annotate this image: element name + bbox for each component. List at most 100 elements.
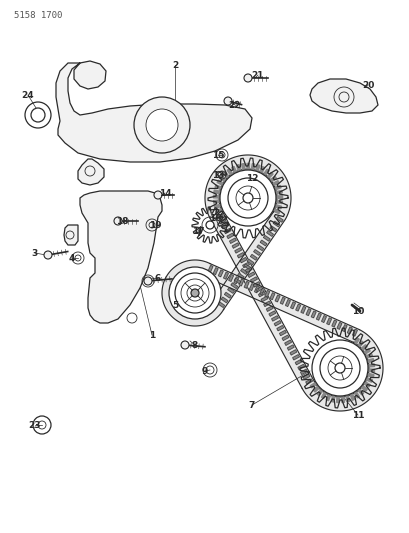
Polygon shape [276, 190, 281, 194]
Polygon shape [187, 269, 191, 275]
Polygon shape [271, 316, 278, 321]
Polygon shape [243, 264, 250, 270]
Polygon shape [178, 273, 183, 279]
Polygon shape [357, 341, 363, 347]
Text: 13: 13 [211, 171, 224, 180]
Text: 11: 11 [351, 410, 363, 419]
Text: 18: 18 [115, 216, 128, 225]
Polygon shape [196, 269, 200, 274]
Polygon shape [276, 196, 282, 198]
Polygon shape [266, 231, 273, 236]
Circle shape [220, 170, 275, 226]
Polygon shape [305, 379, 312, 384]
Polygon shape [341, 397, 344, 402]
Polygon shape [80, 191, 162, 323]
Polygon shape [353, 392, 359, 398]
Polygon shape [192, 269, 195, 274]
Polygon shape [297, 365, 304, 369]
Polygon shape [274, 321, 280, 326]
Polygon shape [231, 243, 238, 248]
Polygon shape [301, 330, 382, 411]
Polygon shape [213, 195, 218, 198]
Polygon shape [218, 302, 224, 308]
Polygon shape [246, 164, 249, 169]
Polygon shape [264, 290, 269, 297]
Polygon shape [321, 316, 326, 322]
Text: 6: 6 [155, 273, 161, 282]
Text: 21: 21 [251, 70, 264, 79]
Polygon shape [234, 278, 240, 284]
Polygon shape [253, 282, 259, 287]
Circle shape [31, 108, 45, 122]
Text: 5158 1700: 5158 1700 [14, 11, 62, 20]
Polygon shape [273, 209, 279, 214]
Polygon shape [174, 303, 180, 308]
Text: 8: 8 [191, 341, 198, 350]
Polygon shape [203, 309, 208, 315]
Polygon shape [171, 299, 178, 304]
Polygon shape [207, 306, 212, 312]
Circle shape [144, 277, 152, 285]
Polygon shape [213, 268, 218, 274]
Polygon shape [280, 297, 284, 304]
Polygon shape [231, 166, 236, 173]
Polygon shape [247, 272, 254, 277]
Polygon shape [210, 212, 314, 389]
Polygon shape [211, 212, 285, 310]
Polygon shape [221, 297, 227, 303]
Polygon shape [310, 383, 316, 388]
Polygon shape [363, 349, 369, 354]
Polygon shape [224, 293, 231, 298]
Polygon shape [238, 279, 243, 286]
Polygon shape [162, 260, 223, 326]
Polygon shape [300, 306, 305, 313]
Circle shape [169, 267, 220, 319]
Polygon shape [275, 205, 281, 209]
Polygon shape [177, 306, 182, 312]
Polygon shape [216, 214, 222, 219]
Polygon shape [331, 320, 336, 327]
Polygon shape [284, 340, 291, 345]
Circle shape [44, 251, 52, 259]
Polygon shape [360, 386, 366, 391]
Polygon shape [250, 277, 257, 282]
Polygon shape [216, 208, 222, 213]
Polygon shape [365, 353, 371, 358]
Polygon shape [274, 185, 281, 190]
Polygon shape [247, 259, 253, 265]
Text: 1: 1 [148, 330, 155, 340]
Text: 22: 22 [228, 101, 240, 109]
Text: 24: 24 [22, 91, 34, 100]
Polygon shape [237, 273, 243, 279]
Polygon shape [175, 277, 180, 282]
Polygon shape [260, 240, 266, 246]
Polygon shape [263, 301, 270, 306]
Circle shape [134, 97, 189, 153]
Polygon shape [214, 205, 220, 208]
Polygon shape [368, 364, 374, 367]
Polygon shape [237, 253, 244, 258]
Polygon shape [349, 394, 354, 400]
Polygon shape [213, 200, 219, 203]
Polygon shape [78, 159, 104, 185]
Polygon shape [213, 190, 219, 193]
Circle shape [146, 109, 178, 141]
Text: 7: 7 [248, 400, 254, 409]
Text: 14: 14 [158, 189, 171, 198]
Polygon shape [234, 248, 241, 253]
Polygon shape [222, 172, 228, 178]
Polygon shape [363, 382, 369, 387]
Polygon shape [195, 312, 198, 318]
Polygon shape [244, 281, 248, 288]
Polygon shape [208, 265, 212, 272]
Polygon shape [256, 245, 263, 251]
Polygon shape [274, 295, 279, 302]
Polygon shape [218, 270, 223, 277]
Polygon shape [306, 309, 310, 316]
Polygon shape [292, 354, 299, 360]
Polygon shape [241, 164, 245, 169]
Polygon shape [268, 311, 275, 316]
Polygon shape [336, 322, 341, 329]
Text: 20: 20 [361, 80, 373, 90]
Polygon shape [240, 257, 246, 263]
